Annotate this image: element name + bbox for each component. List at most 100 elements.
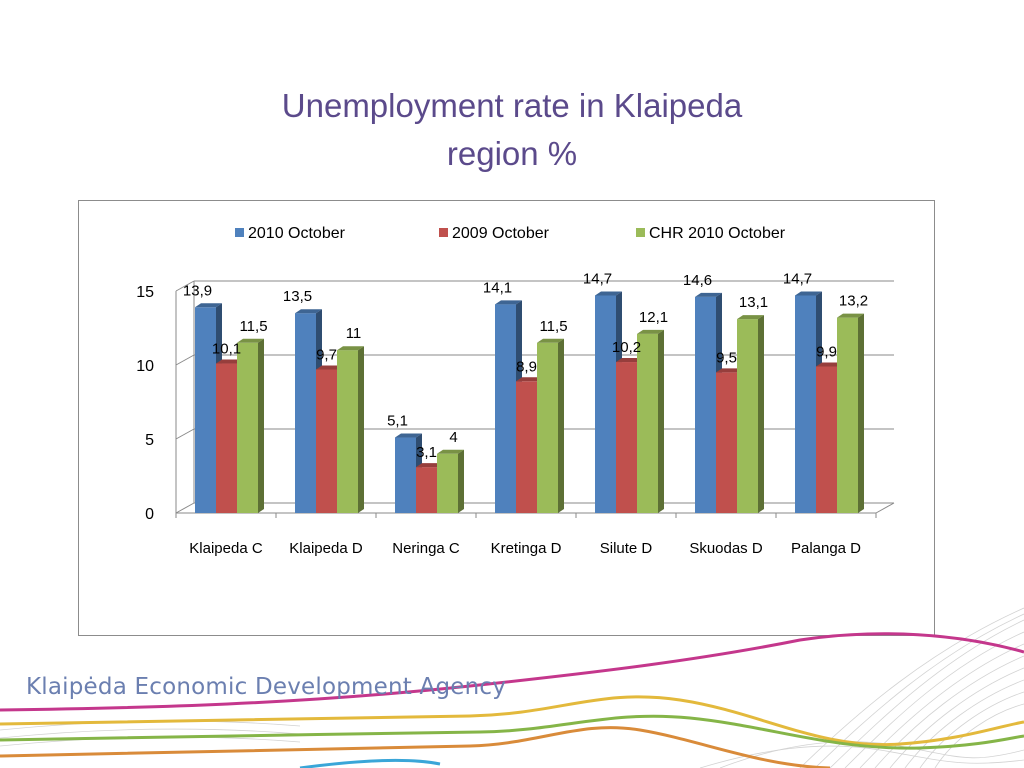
bar-top — [637, 329, 664, 334]
bar-top — [216, 359, 243, 364]
data-label: 13,2 — [839, 293, 868, 310]
bar-side — [558, 338, 564, 513]
gridline-wall — [175, 354, 195, 366]
bar — [537, 338, 564, 513]
bar-top — [837, 313, 864, 318]
data-label: 11,5 — [539, 318, 567, 335]
bar-front — [637, 333, 658, 513]
y-tick-label: 15 — [136, 284, 154, 301]
data-label: 10,1 — [212, 341, 241, 358]
legend-swatch — [235, 228, 244, 237]
data-label: 11 — [346, 325, 362, 342]
y-tick-label: 10 — [136, 358, 154, 375]
bar-top — [737, 315, 764, 320]
data-label: 14,7 — [583, 270, 612, 287]
x-tick-label: Neringa C — [392, 540, 460, 557]
legend-swatch — [439, 228, 448, 237]
data-label: 8,9 — [516, 358, 537, 375]
bar — [837, 313, 864, 513]
bar-side — [358, 346, 364, 513]
bar-front — [295, 313, 316, 513]
data-label: 14,6 — [683, 272, 712, 289]
data-label: 13,1 — [739, 294, 768, 311]
y-tick-label: 5 — [145, 432, 154, 449]
legend-label: 2010 October — [248, 225, 346, 242]
data-label: 10,2 — [612, 339, 641, 356]
data-label: 9,7 — [316, 346, 337, 363]
gridline-wall — [175, 428, 195, 440]
data-label: 14,7 — [783, 270, 812, 287]
x-tick-label: Klaipeda C — [189, 540, 263, 557]
bar-top — [616, 358, 643, 363]
bar-front — [195, 307, 216, 513]
bar-top — [716, 368, 743, 373]
data-label: 11,5 — [239, 318, 267, 335]
bar-front — [737, 319, 758, 513]
bar-top — [537, 338, 564, 343]
bar-side — [458, 449, 464, 513]
gridline-wall — [175, 502, 195, 514]
data-label: 12,1 — [639, 309, 668, 326]
bar-top — [495, 300, 522, 305]
bar-top — [795, 291, 822, 296]
bar-front — [537, 342, 558, 513]
bar-top — [295, 309, 322, 314]
legend-label: 2009 October — [452, 225, 550, 242]
bar-side — [858, 313, 864, 513]
data-label: 5,1 — [387, 413, 408, 430]
bar-front — [516, 381, 537, 513]
floor-edge — [875, 502, 895, 514]
x-tick-label: Palanga D — [791, 540, 861, 557]
bar-top — [337, 346, 364, 351]
bar-top — [437, 449, 464, 454]
gridline-wall — [175, 280, 195, 292]
bar-front — [395, 437, 416, 513]
slide-title-line1: Unemployment rate in Klaipeda — [281, 87, 743, 124]
data-label: 13,5 — [283, 288, 312, 305]
bar-top — [195, 303, 222, 308]
data-label: 3,1 — [416, 444, 437, 461]
x-tick-label: Silute D — [600, 540, 653, 557]
data-label: 9,5 — [716, 349, 737, 366]
y-tick-label: 0 — [145, 506, 154, 523]
data-label: 9,9 — [816, 343, 837, 360]
bar-front — [816, 366, 837, 513]
bar-top — [416, 463, 443, 468]
bar-front — [716, 372, 737, 513]
bar-top — [237, 338, 264, 343]
x-tick-label: Klaipeda D — [289, 540, 363, 557]
bar-front — [695, 296, 716, 513]
bar-front — [495, 304, 516, 513]
bar-top — [395, 433, 422, 438]
bar-front — [616, 362, 637, 513]
legend-label: CHR 2010 October — [649, 225, 786, 242]
chart-frame: 0 5 10 15 Klaipeda C Klaipeda D Neringa C Kreti… — [78, 200, 935, 636]
bar — [237, 338, 264, 513]
slide-title: Unemployment rate in Klaipeda region % — [212, 82, 812, 178]
bar — [637, 329, 664, 513]
decorative-wave-art — [0, 607, 1024, 768]
data-label: 13,9 — [183, 282, 212, 299]
bar-front — [595, 295, 616, 513]
x-tick-label: Skuodas D — [689, 540, 763, 557]
bar-front — [216, 363, 237, 513]
bar-top — [316, 365, 343, 370]
bar-side — [658, 329, 664, 513]
bar-top — [695, 292, 722, 297]
bar — [737, 315, 764, 513]
bar-front — [437, 453, 458, 513]
bar-side — [258, 338, 264, 513]
data-label: 14,1 — [483, 279, 512, 296]
bar-front — [795, 295, 816, 513]
bar-top — [816, 362, 843, 367]
bar-front — [337, 350, 358, 513]
bar — [337, 346, 364, 513]
bar-front — [316, 369, 337, 513]
bar-chart: 0 5 10 15 Klaipeda C Klaipeda D Neringa C Kreti… — [136, 225, 895, 557]
bar-front — [837, 317, 858, 513]
bar-side — [758, 315, 764, 513]
legend-swatch — [636, 228, 645, 237]
x-tick-label: Kretinga D — [491, 540, 562, 557]
bar-front — [416, 467, 437, 513]
slide-title-line2: region % — [446, 135, 578, 172]
